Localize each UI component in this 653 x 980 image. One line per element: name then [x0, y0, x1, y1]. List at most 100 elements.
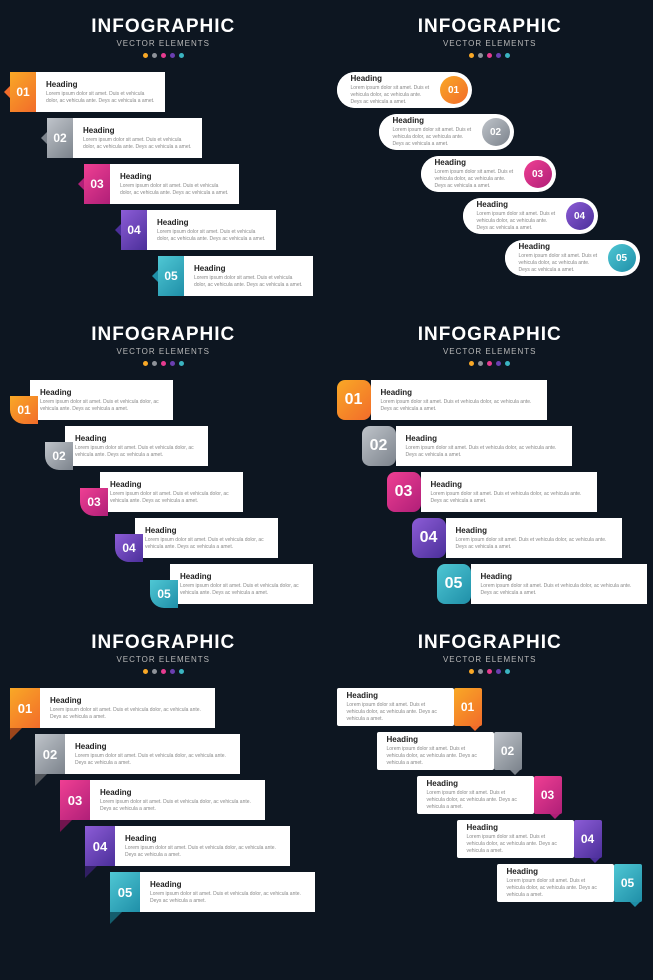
step-number-badge: 01 [10, 396, 38, 424]
step-body: Lorem ipsum dolor sit amet. Duis et vehi… [145, 537, 268, 551]
step-content: Heading Lorem ipsum dolor sit amet. Duis … [377, 732, 494, 770]
step-item: 02HeadingLorem ipsum dolor sit amet. Dui… [45, 426, 208, 466]
step-content: HeadingLorem ipsum dolor sit amet. Duis … [140, 872, 315, 912]
color-dot [179, 669, 184, 674]
step-number: 04 [127, 223, 140, 237]
infographic-panel: INFOGRAPHICVECTOR ELEMENTS01HeadingLorem… [327, 316, 653, 624]
step-number: 03 [532, 169, 543, 180]
step-heading: Heading [110, 480, 233, 489]
step-number-badge: 02 [47, 118, 73, 158]
step-heading: Heading [157, 218, 266, 227]
step-heading: Heading [393, 116, 474, 125]
step-body: Lorem ipsum dolor sit amet. Duis et vehi… [481, 583, 637, 597]
step-number: 05 [157, 587, 170, 601]
step-body: Lorem ipsum dolor sit amet. Duis et vehi… [467, 834, 564, 854]
panel-header: INFOGRAPHICVECTOR ELEMENTS [10, 324, 317, 356]
step-heading: Heading [477, 200, 558, 209]
step-number: 05 [118, 885, 132, 900]
step-content: Heading Lorem ipsum dolor sit amet. Duis … [396, 426, 572, 466]
step-content: Heading Lorem ipsum dolor sit amet. Duis … [170, 564, 313, 604]
step-item: HeadingLorem ipsum dolor sit amet. Duis … [497, 864, 642, 902]
step-body: Lorem ipsum dolor sit amet. Duis et vehi… [387, 746, 484, 766]
step-number-badge: 03 [387, 472, 421, 512]
step-content: HeadingLorem ipsum dolor sit amet. Duis … [446, 518, 622, 558]
step-content: HeadingLorem ipsum dolor sit amet. Duis … [421, 472, 597, 512]
step-content: HeadingLorem ipsum dolor sit amet. Duis … [65, 734, 240, 774]
step-number: 02 [52, 449, 65, 463]
step-number-badge: 03 [80, 488, 108, 516]
step-number: 05 [445, 575, 463, 593]
step-body: Lorem ipsum dolor sit amet. Duis et vehi… [431, 491, 587, 505]
step-number: 02 [490, 127, 501, 138]
infographic-panel: INFOGRAPHICVECTOR ELEMENTSHeadingLorem i… [327, 624, 653, 922]
step-body: Lorem ipsum dolor sit amet. Duis et vehi… [120, 183, 229, 197]
step-heading: Heading [75, 434, 198, 443]
step-heading: Heading [406, 434, 562, 443]
step-list: 01HeadingLorem ipsum dolor sit amet. Dui… [10, 72, 317, 296]
step-item: HeadingLorem ipsum dolor sit amet. Duis … [421, 156, 556, 192]
panel-subtitle: VECTOR ELEMENTS [10, 347, 317, 356]
step-heading: Heading [125, 834, 280, 843]
infographic-grid: INFOGRAPHICVECTOR ELEMENTS01HeadingLorem… [0, 8, 653, 932]
color-dot [161, 361, 166, 366]
color-dot [469, 669, 474, 674]
step-heading: Heading [481, 572, 637, 581]
step-heading: Heading [50, 696, 205, 705]
step-body: Lorem ipsum dolor sit amet. Duis et vehi… [406, 445, 562, 459]
step-number: 01 [345, 391, 363, 409]
step-content: HeadingLorem ipsum dolor sit amet. Duis … [184, 256, 313, 296]
color-dot [505, 361, 510, 366]
step-heading: Heading [40, 388, 163, 397]
color-dots [10, 53, 317, 58]
step-heading: Heading [120, 172, 229, 181]
step-item: HeadingLorem ipsum dolor sit amet. Duis … [463, 198, 598, 234]
color-dot [152, 53, 157, 58]
step-list: 01HeadingLorem ipsum dolor sit amet. Dui… [10, 380, 317, 604]
panel-header: INFOGRAPHICVECTOR ELEMENTS [10, 16, 317, 48]
step-item: 04HeadingLorem ipsum dolor sit amet. Dui… [115, 518, 278, 558]
color-dot [496, 361, 501, 366]
step-heading: Heading [347, 691, 444, 700]
step-heading: Heading [180, 572, 303, 581]
step-item: HeadingLorem ipsum dolor sit amet. Duis … [505, 240, 640, 276]
step-number: 02 [370, 437, 388, 455]
step-number-badge: 03 [60, 780, 90, 820]
step-body: Lorem ipsum dolor sit amet. Duis et vehi… [381, 399, 537, 413]
step-content: Heading Lorem ipsum dolor sit amet. Duis … [110, 164, 239, 204]
step-content: HeadingLorem ipsum dolor sit amet. Duis … [379, 114, 482, 150]
step-number: 04 [122, 541, 135, 555]
step-body: Lorem ipsum dolor sit amet. Duis et vehi… [347, 702, 444, 722]
step-number-badge: 04 [574, 820, 602, 858]
step-heading: Heading [75, 742, 230, 751]
color-dot [143, 361, 148, 366]
color-dots [10, 361, 317, 366]
infographic-panel: INFOGRAPHICVECTOR ELEMENTSHeadingLorem i… [327, 8, 653, 296]
step-number: 01 [18, 701, 32, 716]
step-number-badge: 04 [85, 826, 115, 866]
step-body: Lorem ipsum dolor sit amet. Duis et vehi… [180, 583, 303, 597]
step-body: Lorem ipsum dolor sit amet. Duis et vehi… [100, 799, 255, 813]
panel-subtitle: VECTOR ELEMENTS [337, 347, 644, 356]
color-dot [505, 53, 510, 58]
step-body: Lorem ipsum dolor sit amet. Duis et vehi… [157, 229, 266, 243]
color-dot [179, 361, 184, 366]
step-item: 01HeadingLorem ipsum dolor sit amet. Dui… [10, 72, 165, 112]
step-item: HeadingLorem ipsum dolor sit amet. Duis … [457, 820, 602, 858]
step-heading: Heading [519, 242, 600, 251]
step-heading: Heading [387, 735, 484, 744]
color-dots [337, 53, 644, 58]
step-heading: Heading [351, 74, 432, 83]
color-dot [152, 361, 157, 366]
step-content: HeadingLorem ipsum dolor sit amet. Duis … [505, 240, 608, 276]
step-body: Lorem ipsum dolor sit amet. Duis et vehi… [435, 169, 516, 189]
step-item: 02 Heading Lorem ipsum dolor sit amet. Dui… [362, 426, 572, 466]
step-number: 04 [574, 211, 585, 222]
step-body: Lorem ipsum dolor sit amet. Duis et vehi… [40, 399, 163, 413]
step-number-badge: 03 [534, 776, 562, 814]
step-item: 05 HeadingLorem ipsum dolor sit amet. Dui… [110, 872, 315, 912]
step-number: 04 [581, 832, 594, 846]
step-number-badge: 04 [115, 534, 143, 562]
color-dot [469, 361, 474, 366]
panel-title: INFOGRAPHIC [10, 324, 317, 346]
step-item: 03HeadingLorem ipsum dolor sit amet. Dui… [387, 472, 597, 512]
